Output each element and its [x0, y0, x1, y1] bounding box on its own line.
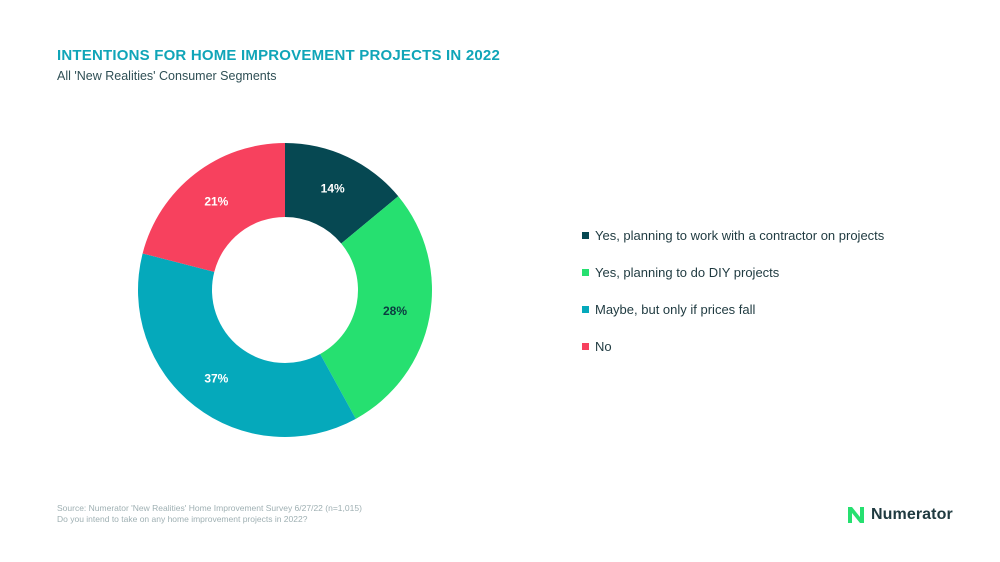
brand-name: Numerator: [871, 506, 953, 523]
legend-item-3: Maybe, but only if prices fall: [582, 300, 884, 318]
legend-item-1: Yes, planning to work with a contractor …: [582, 226, 884, 244]
chart-subtitle: All 'New Realities' Consumer Segments: [57, 69, 277, 83]
legend-item-4: No: [582, 337, 884, 355]
chart-title: INTENTIONS FOR HOME IMPROVEMENT PROJECTS…: [57, 47, 500, 64]
slice-label-4: 21%: [204, 195, 228, 209]
donut-slice-4: [142, 142, 285, 272]
numerator-logo-icon: [848, 507, 864, 523]
slice-label-1: 14%: [321, 182, 345, 196]
legend-label: Maybe, but only if prices fall: [595, 301, 756, 317]
donut-slice-3: [138, 253, 356, 437]
survey-question: Do you intend to take on any home improv…: [57, 514, 308, 524]
donut-slice-1: [285, 143, 399, 244]
source-line: Source: Numerator 'New Realities' Home I…: [57, 503, 362, 513]
legend-label: No: [595, 338, 612, 354]
legend-label: Yes, planning to work with a contractor …: [595, 227, 885, 243]
legend-swatch: [582, 342, 589, 350]
slice-label-2: 28%: [383, 304, 407, 318]
brand-logo: Numerator: [847, 506, 953, 524]
legend-swatch: [582, 268, 589, 276]
legend-swatch: [582, 231, 589, 239]
legend-swatch: [582, 305, 589, 313]
source-note: Source: Numerator 'New Realities' Home I…: [57, 503, 362, 525]
legend-item-2: Yes, planning to do DIY projects: [582, 263, 884, 281]
chart-legend: Yes, planning to work with a contractor …: [582, 226, 884, 374]
donut-slice-2: [320, 196, 432, 419]
slice-label-3: 37%: [204, 371, 228, 385]
legend-label: Yes, planning to do DIY projects: [595, 264, 780, 280]
